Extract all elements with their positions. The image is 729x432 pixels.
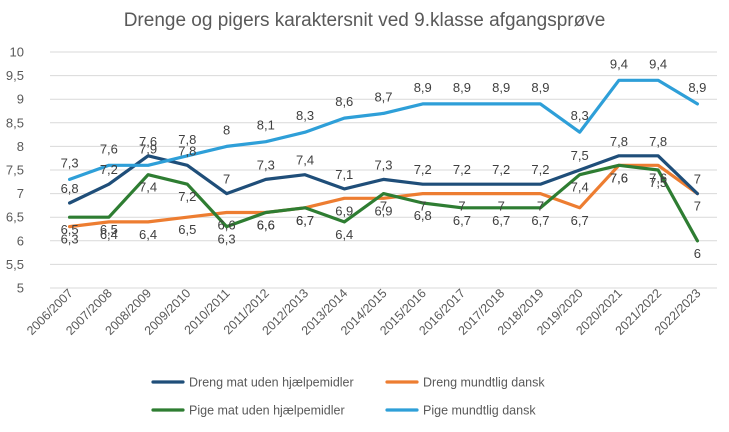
data-label: 6,4 [139,227,157,242]
data-label: 6,5 [100,222,118,237]
data-label: 8,3 [296,108,314,123]
y-tick-label: 7 [17,186,24,201]
data-label: 7,3 [61,155,79,170]
data-label: 7 [537,199,544,214]
series-line [67,163,700,243]
data-label: 7 [498,199,505,214]
data-label: 7 [223,172,230,187]
series-line [67,78,700,181]
data-label: 8,1 [257,118,275,133]
data-label: 8,9 [688,80,706,95]
data-label: 7,4 [296,153,314,168]
legend-label: Dreng mundtlig dansk [423,376,545,390]
data-label: 7 [694,199,701,214]
data-label: 6,7 [531,213,549,228]
data-label: 8,3 [571,108,589,123]
data-label: 6,8 [414,208,432,223]
data-label: 7,6 [610,170,628,185]
data-label: 8,7 [374,89,392,104]
data-label: 6,7 [296,213,314,228]
legend: Dreng mat uden hjælpemidler Dreng mundtli… [151,376,545,418]
data-label: 7,5 [571,148,589,163]
data-label: 7,2 [414,162,432,177]
data-label: 6,7 [453,213,471,228]
data-label: 7,6 [139,134,157,149]
data-label: 6,9 [335,203,353,218]
data-label: 6 [694,246,701,261]
data-label: 7,4 [571,180,589,195]
data-label: 7,3 [374,157,392,172]
data-label: 7 [380,199,387,214]
data-label: 7,1 [335,167,353,182]
series-line [67,154,700,205]
data-label: 8 [223,122,230,137]
data-label: 6,8 [61,181,79,196]
data-label: 6,4 [100,227,118,242]
data-label: 9,4 [610,56,628,71]
data-label: 6,9 [374,203,392,218]
y-tick-label: 9,5 [6,68,24,83]
y-tick-label: 6,5 [6,210,24,225]
data-label: 6,7 [296,213,314,228]
data-label: 6,6 [218,217,236,232]
chart-title: Drenge og pigers karaktersnit ved 9.klas… [124,10,606,31]
data-label: 8,6 [335,94,353,109]
data-label: 8,9 [492,80,510,95]
legend-label: Dreng mat uden hjælpemidler [189,376,354,390]
data-label: 7,6 [100,141,118,156]
y-axis-ticks: 5 5,5 6 6,5 7 7,5 8 8,5 9 9,5 10 [6,45,24,296]
x-axis-ticks: 2006/20072007/20082008/20092009/20102010… [24,286,703,338]
data-label: 8,9 [414,80,432,95]
data-label: 7,2 [453,162,471,177]
data-label: 6,5 [61,222,79,237]
data-label: 7,8 [178,143,196,158]
data-label: 7,3 [257,157,275,172]
data-labels: 6,8 7,2 7,6 7,8 7 7,3 7,4 7,1 7,3 7,2 7,2 7,2 7,2 7,5… [61,56,707,260]
data-label: 6,6 [257,217,275,232]
data-label: 6,6 [257,217,275,232]
y-tick-label: 7,5 [6,163,24,178]
data-label: 6,5 [178,222,196,237]
data-label: 7,8 [649,134,667,149]
y-tick-label: 9 [17,92,24,107]
data-label: 8,9 [531,80,549,95]
data-label: 7 [419,199,426,214]
data-label: 9,4 [649,56,667,71]
y-tick-label: 5 [17,281,24,296]
data-label: 7,5 [649,175,667,190]
data-label: 7,2 [178,189,196,204]
data-label: 6,7 [492,213,510,228]
y-tick-label: 8 [17,139,24,154]
data-label: 7,9 [139,141,157,156]
legend-label: Pige mat uden hjælpemidler [189,404,345,418]
y-tick-label: 6 [17,233,24,248]
data-label: 6,7 [571,213,589,228]
data-label: 7 [694,172,701,187]
data-label: 6,3 [218,232,236,247]
y-tick-label: 10 [10,45,24,60]
data-label: 6,4 [335,227,353,242]
data-label: 7,6 [610,170,628,185]
y-tick-label: 8,5 [6,115,24,130]
data-label: 6,3 [61,232,79,247]
series-line [67,163,700,229]
data-label: 7,2 [531,162,549,177]
data-label: 7,8 [178,132,196,147]
data-label: 7,2 [100,162,118,177]
legend-label: Pige mundtlig dansk [423,404,536,418]
data-label: 7 [458,199,465,214]
data-label: 7,4 [139,180,157,195]
data-label: 7,6 [649,170,667,185]
series-lines [67,78,700,243]
data-label: 7,2 [492,162,510,177]
data-label: 7,8 [610,134,628,149]
data-label: 8,9 [453,80,471,95]
y-tick-label: 5,5 [6,257,24,272]
